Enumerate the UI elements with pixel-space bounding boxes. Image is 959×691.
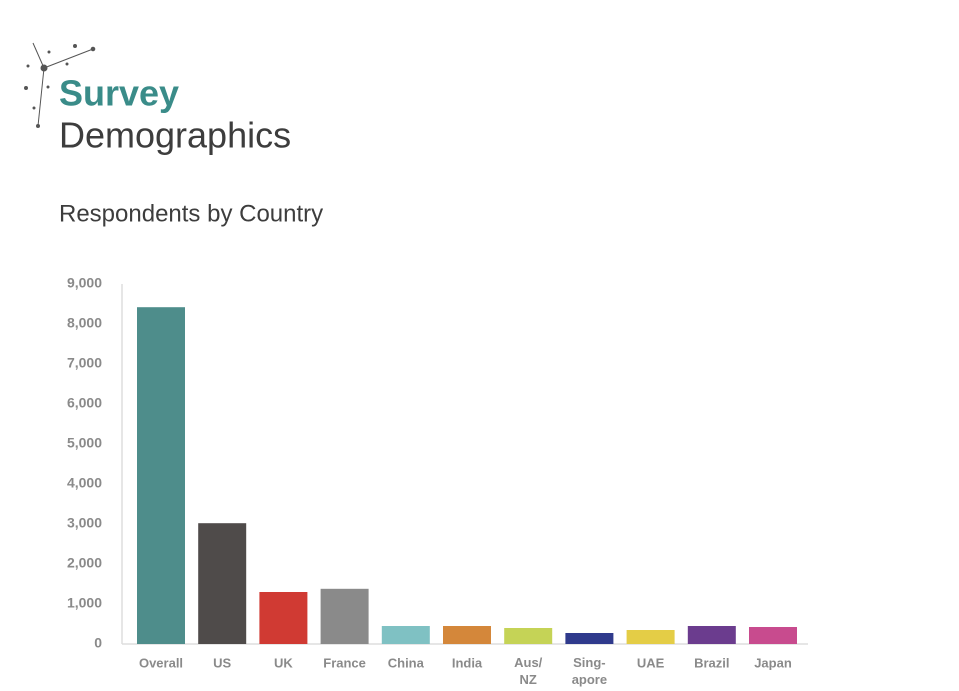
x-tick-label: Japan: [754, 655, 792, 670]
x-tick-label: UK: [274, 655, 293, 670]
y-tick-label: 3,000: [67, 515, 102, 531]
x-tick-label: US: [213, 655, 231, 670]
x-tick-label: Sing-apore: [572, 655, 607, 687]
y-tick-label: 1,000: [67, 595, 102, 611]
y-tick-label: 4,000: [67, 475, 102, 491]
x-tick-label: Brazil: [694, 655, 729, 670]
x-tick-label: France: [323, 655, 366, 670]
bar: [687, 626, 736, 644]
bar: [565, 633, 614, 644]
bar: [320, 588, 369, 644]
y-tick-label: 7,000: [67, 355, 102, 371]
logo-constellation: [24, 42, 96, 128]
bar: [749, 627, 797, 644]
x-tick-label: Aus/NZ: [514, 655, 543, 687]
y-tick-label: 6,000: [67, 395, 102, 411]
bar: [259, 592, 308, 644]
bar: [504, 628, 553, 644]
y-tick-label: 5,000: [67, 435, 102, 451]
subtitle: Demographics: [59, 115, 291, 156]
y-tick-label: 8,000: [67, 315, 102, 331]
y-tick-label: 9,000: [67, 275, 102, 291]
x-tick-label: India: [452, 655, 483, 670]
bar: [137, 307, 185, 644]
y-tick-label: 2,000: [67, 555, 102, 571]
bar: [381, 626, 430, 644]
x-tick-label: China: [388, 655, 425, 670]
chart-title: Respondents by Country: [59, 200, 323, 227]
x-tick-label: Overall: [139, 655, 183, 670]
title: Survey: [59, 73, 179, 114]
y-tick-label: 0: [94, 635, 102, 651]
bar: [198, 523, 247, 644]
bar: [626, 630, 675, 644]
bar: [443, 626, 491, 644]
x-tick-label: UAE: [637, 655, 665, 670]
